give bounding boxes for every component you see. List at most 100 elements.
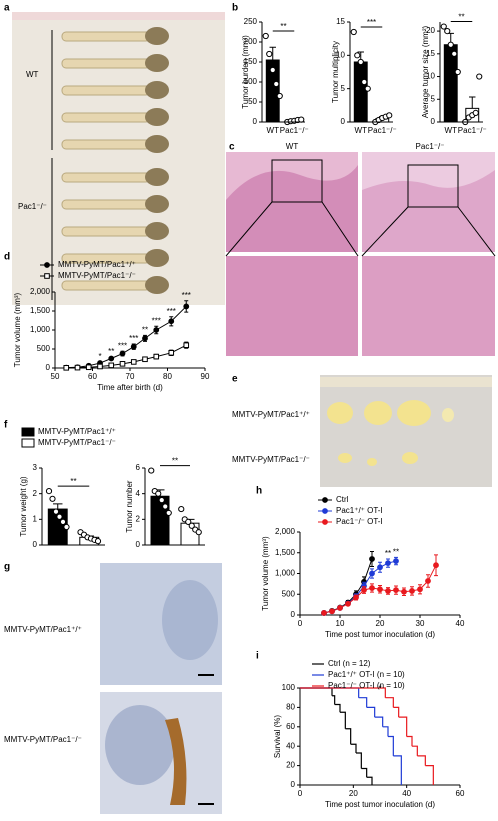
data-point (119, 361, 126, 367)
data-point (337, 605, 343, 611)
x-tick-label: WT (445, 126, 458, 135)
data-point (401, 588, 407, 595)
data-point (433, 562, 439, 569)
y-tick-label: 60 (286, 722, 295, 731)
y-tick-label: 1,000 (30, 325, 51, 334)
survival-step (334, 703, 341, 713)
error-bar (53, 503, 63, 510)
x-tick-label: Pac1⁻/⁻ (458, 126, 487, 135)
data-point (153, 327, 160, 333)
colon (61, 58, 151, 69)
data-point (56, 513, 63, 520)
panel-label: a (4, 3, 10, 14)
data-point (369, 585, 375, 591)
y-tick-label: 100 (244, 77, 258, 86)
survival-step (366, 776, 373, 785)
y-tick-label: 150 (244, 57, 258, 66)
x-tick-label: 80 (163, 372, 172, 381)
ruler (320, 377, 492, 387)
data-point (354, 52, 361, 59)
data-point (262, 32, 269, 40)
y-tick-label: 250 (244, 17, 258, 26)
colon-end (145, 54, 169, 72)
error-bar (469, 96, 476, 109)
significance: ** (280, 22, 286, 31)
y-axis-label: Survival (%) (273, 715, 282, 758)
legend-label: Pac1⁻/⁻ OT-I (n = 10) (328, 681, 405, 690)
tumor (367, 458, 377, 466)
x-axis-label: Time after birth (d) (97, 383, 163, 392)
data-point (385, 588, 391, 594)
data-point (350, 28, 357, 36)
colon-end (145, 276, 169, 294)
data-point (409, 588, 415, 594)
survival-step (385, 697, 394, 708)
ruler (12, 12, 225, 20)
group-label: MMTV-PyMT/Pac1⁻/⁻ (4, 735, 82, 744)
y-tick-label: 100 (282, 683, 296, 692)
legend-label: Pac1⁻/⁻ OT-I (336, 517, 383, 526)
photo-g: MMTV-PyMT/Pac1⁺/⁺ MMTV-PyMT/Pac1⁻/⁻ (4, 563, 222, 814)
y-tick-label: 3 (33, 463, 38, 472)
y-tick-label: 0 (291, 610, 296, 619)
legend-marker (322, 519, 328, 525)
data-point (85, 364, 92, 371)
data-point (451, 50, 458, 57)
y-tick-label: 500 (37, 344, 51, 353)
x-tick-label: 60 (456, 789, 465, 798)
y-tick-label: 1,500 (275, 548, 296, 557)
y-tick-label: 40 (286, 741, 295, 750)
data-point (178, 505, 185, 513)
colon-end (145, 222, 169, 240)
data-point (49, 495, 56, 502)
y-tick-label: 500 (282, 589, 296, 598)
legend-label: MMTV-PyMT/Pac1⁻/⁻ (38, 438, 116, 447)
data-point (377, 586, 383, 593)
panel-label: c (229, 142, 235, 153)
colon (61, 226, 151, 237)
y-tick-label: 0 (291, 780, 296, 789)
x-tick-label: 50 (51, 372, 60, 381)
significance: *** (152, 316, 161, 325)
panel-label: i (256, 651, 259, 662)
x-tick-label: Pac1⁻/⁻ (280, 126, 309, 135)
data-point (298, 116, 305, 123)
x-tick-label: 20 (349, 789, 358, 798)
panel-label: e (232, 374, 238, 385)
group-label: MMTV-PyMT/Pac1⁺/⁺ (232, 410, 310, 419)
data-point (377, 564, 383, 571)
data-point (108, 355, 115, 362)
data-point (148, 467, 155, 474)
y-tick-label: 5 (341, 84, 346, 93)
survival-step (398, 716, 408, 737)
y-tick-label: 0 (136, 540, 141, 549)
significance: ** (172, 457, 178, 466)
y-tick-label: 2,000 (275, 527, 296, 536)
panel-label: g (4, 562, 10, 573)
panel-label: h (256, 486, 262, 497)
data-point (361, 587, 367, 593)
data-point (393, 558, 399, 564)
photo-c: WT Pac1⁻/⁻ (225, 142, 496, 356)
colon (61, 112, 151, 123)
survival-step (356, 752, 362, 769)
colon-end (145, 81, 169, 99)
data-point (130, 343, 137, 350)
x-tick-label: 20 (376, 619, 385, 628)
data-point (345, 600, 351, 607)
y-axis-label: Tumor multiplicity (331, 41, 340, 103)
panel-label: f (4, 420, 8, 431)
y-tick-label: 200 (244, 37, 258, 46)
colon (61, 85, 151, 96)
data-point (162, 503, 169, 510)
x-axis-label: Time post tumor inoculation (d) (325, 630, 435, 639)
x-tick-label: 40 (402, 789, 411, 798)
survival-step (382, 726, 389, 737)
x-tick-label: Pac1⁻/⁻ (368, 126, 397, 135)
colon-end (145, 195, 169, 213)
y-tick-label: 15 (336, 17, 345, 26)
significance: ** (393, 547, 399, 556)
legend-label: MMTV-PyMT/Pac1⁺/⁺ (38, 427, 116, 436)
y-tick-label: 10 (336, 50, 345, 59)
data-point (59, 518, 67, 526)
